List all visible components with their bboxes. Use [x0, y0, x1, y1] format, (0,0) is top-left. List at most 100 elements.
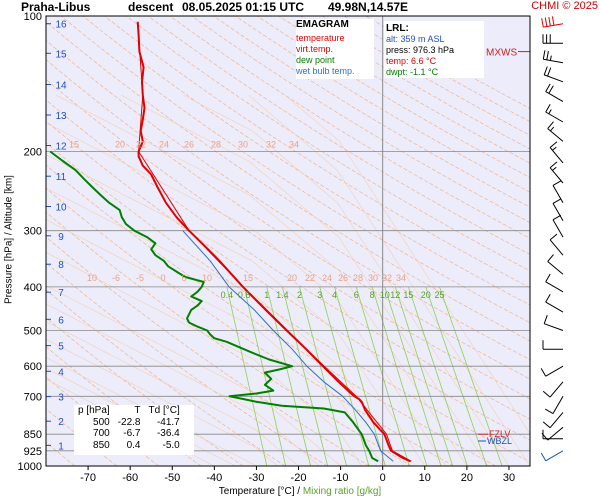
x-tick-label: -70 — [80, 472, 96, 484]
wind-barb-flag — [552, 146, 557, 151]
legend-virt-temp: virt.temp. — [296, 44, 334, 54]
mixing-ratio-label: 1 — [264, 290, 269, 300]
adiabat-label: 10 — [202, 273, 212, 283]
wind-barb — [544, 396, 564, 415]
wind-barb-shaft — [545, 301, 564, 313]
wind-barb — [540, 365, 564, 377]
dry-adiabat-label: 26 — [184, 139, 194, 149]
wind-barb-flag — [552, 198, 562, 204]
mixing-ratio-line — [408, 286, 468, 466]
dry-adiabat-line — [60, 16, 530, 324]
lrl-press: press: 976.3 hPa — [386, 45, 455, 55]
legend-box: EMAGRAM temperature virt.temp. dew point… — [296, 19, 374, 79]
wind-barb — [545, 103, 564, 123]
mixing-ratio-label: 20 — [421, 290, 431, 300]
wind-barb-flag — [545, 83, 551, 92]
adiabat-label: -5 — [136, 273, 144, 283]
wind-barb-flag — [549, 161, 558, 169]
profile-dew-point — [49, 150, 379, 463]
profile-virt-temp — [137, 21, 412, 462]
wind-barb-shaft — [544, 323, 564, 331]
moist-adiabat-line — [46, 122, 447, 466]
wind-barb-flag — [552, 166, 557, 171]
dry-adiabat-line — [46, 164, 496, 466]
wind-barb-shaft — [552, 203, 564, 221]
moist-adiabat-line — [46, 303, 320, 466]
y-tick-label: 300 — [24, 226, 42, 238]
adiabat-label: 24 — [322, 273, 332, 283]
wind-barb — [542, 412, 564, 429]
y-tick-label: 500 — [24, 326, 42, 338]
adiabat-label: 10 — [87, 273, 97, 283]
table-cell: -22.8 — [117, 416, 141, 428]
mixing-ratio-label: 15 — [403, 290, 413, 300]
dry-adiabat-line — [46, 79, 530, 400]
wind-barb — [543, 66, 564, 83]
wind-barb-shaft — [545, 365, 564, 377]
x-axis-label-mixing: Mixing ratio [g/kg] — [302, 486, 382, 497]
adiabat-label: 15 — [243, 273, 253, 283]
x-axis-label-temp: Temperature [°C] — [218, 486, 295, 497]
dry-adiabat-label: 15 — [69, 139, 79, 149]
y-tick-label: 700 — [24, 391, 42, 403]
wind-barb — [549, 233, 564, 256]
wind-barb-flag — [549, 55, 552, 61]
y-tick-label: 1000 — [18, 461, 42, 473]
table-cell: 700 — [93, 428, 110, 439]
mixing-ratio-label: 10 — [380, 290, 390, 300]
mixing-ratio-label: 3 — [317, 290, 322, 300]
altitude-label: 6 — [58, 315, 64, 326]
wind-barb — [540, 450, 564, 462]
table-cell: 850 — [93, 439, 110, 451]
legend-dew-point: dew point — [296, 55, 335, 65]
altitude-label: 15 — [55, 49, 67, 60]
x-tick-label: 30 — [503, 472, 515, 484]
wind-barb-shaft — [549, 381, 564, 398]
wind-barb-shaft — [547, 261, 564, 275]
wind-barb-flag — [545, 103, 551, 113]
dry-adiabat-label: 28 — [211, 139, 221, 149]
adiabat-label: 6 — [181, 273, 186, 283]
y-tick-label: 200 — [24, 147, 42, 159]
wind-barb-flag — [544, 17, 548, 27]
wind-barb-flag — [540, 368, 547, 377]
profile-temperature — [136, 21, 411, 463]
table-cell: -41.7 — [156, 416, 180, 428]
y-tick-label: 400 — [24, 282, 42, 294]
wind-barb-shaft — [549, 167, 564, 184]
wind-barb-flag — [547, 121, 554, 129]
moist-adiabat-line — [55, 94, 468, 466]
moist-adiabat-line — [183, 94, 510, 466]
wind-barb-flag — [549, 233, 558, 241]
wind-barb-shaft — [552, 219, 564, 238]
wind-barb-flag — [540, 452, 547, 462]
wbzl-label: WBZL — [487, 436, 512, 446]
x-tick-label: -10 — [333, 472, 349, 484]
wind-barb-shaft — [552, 185, 564, 203]
wind-barb-flag — [550, 126, 555, 132]
mixing-ratio-line — [334, 286, 386, 466]
dry-adiabat-line — [104, 16, 530, 289]
moist-adiabat-line — [46, 321, 299, 466]
wind-barbs — [540, 16, 564, 462]
plot-frame — [45, 15, 531, 467]
y-axis-label: Pressure [hPa] / Altitude [km] — [3, 175, 15, 304]
wind-barb-flag — [546, 50, 549, 60]
dry-adiabat-line — [82, 16, 530, 306]
table-header-td: Td [°C] — [148, 405, 180, 416]
table-cell: 500 — [93, 416, 110, 428]
moist-adiabat-line — [121, 94, 489, 466]
wind-barb — [542, 340, 563, 350]
wind-barb-flag — [547, 254, 554, 262]
adiabat-label: 20 — [287, 273, 297, 283]
lrl-temp: temp: 6.6 °C — [386, 56, 437, 66]
x-tick-label: -40 — [206, 472, 222, 484]
altitude-label: 3 — [58, 393, 64, 404]
moist-adiabat-line — [248, 94, 530, 466]
dry-adiabat-line — [126, 16, 530, 272]
adiabat-label: 32 — [382, 273, 392, 283]
x-axis-label: Temperature [°C] / Mixing ratio [g/kg] — [0, 486, 600, 497]
legend-title: EMAGRAM — [296, 19, 349, 30]
wind-barb-shaft — [544, 74, 564, 83]
